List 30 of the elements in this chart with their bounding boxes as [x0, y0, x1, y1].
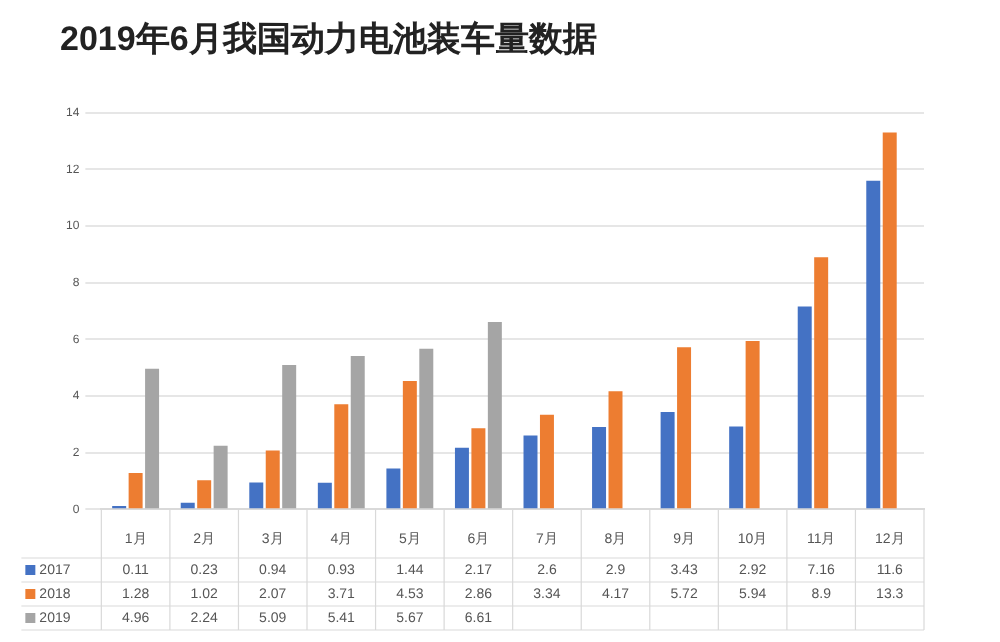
bar — [523, 435, 538, 509]
bar — [334, 404, 349, 509]
bar — [866, 180, 881, 509]
bar — [660, 412, 675, 509]
bar — [128, 472, 143, 509]
bar — [882, 132, 897, 509]
bar — [471, 428, 486, 509]
bar — [265, 450, 280, 509]
bar — [180, 502, 195, 509]
bar — [454, 447, 469, 509]
bar — [213, 445, 228, 509]
bar — [592, 427, 607, 509]
bar — [197, 480, 212, 509]
bar — [419, 348, 434, 509]
bar — [145, 368, 160, 509]
bar — [350, 356, 365, 509]
bar — [814, 257, 829, 509]
bar — [386, 468, 401, 509]
bar — [729, 426, 744, 509]
bar — [317, 482, 332, 509]
bar — [487, 322, 502, 509]
bar — [677, 347, 692, 509]
bar — [402, 380, 417, 509]
bar — [797, 306, 812, 509]
bar — [608, 391, 623, 509]
chart-title: 2019年6月我国动力电池装车量数据 — [60, 19, 597, 58]
bar — [282, 365, 297, 509]
bar — [539, 414, 554, 509]
bar — [745, 341, 760, 509]
bar — [249, 482, 264, 509]
